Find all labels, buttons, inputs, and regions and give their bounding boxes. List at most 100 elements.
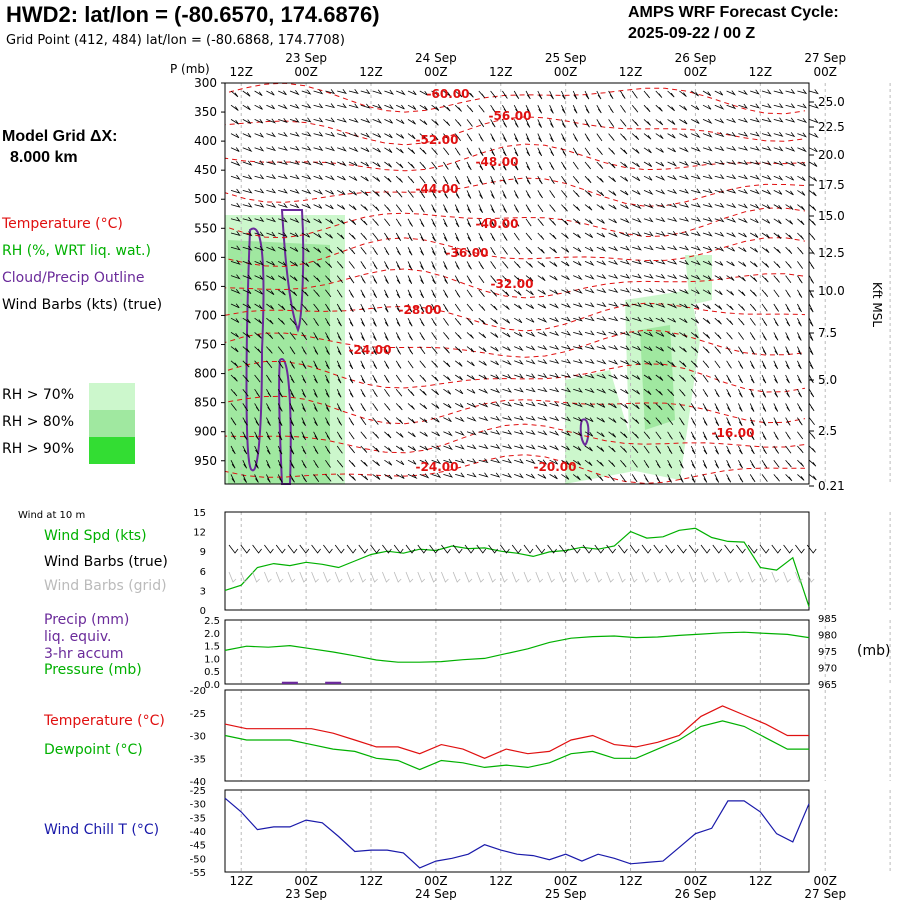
wind-barb — [525, 459, 536, 465]
wind-barb — [655, 231, 666, 237]
wind-barb — [266, 231, 277, 237]
wind-barb — [549, 303, 560, 309]
wind-barb — [336, 346, 342, 355]
wind-barb — [773, 117, 784, 123]
wind-barb — [525, 303, 535, 309]
wind-barb — [572, 474, 581, 481]
wind-barb — [573, 316, 583, 322]
wind-barb — [714, 275, 723, 281]
wind-barb — [336, 403, 342, 412]
wind-barb — [242, 403, 249, 412]
wind-barb — [431, 175, 437, 184]
wind-barb — [750, 103, 760, 109]
wind-barb — [325, 459, 331, 468]
wind-barb — [443, 204, 448, 213]
bottom-date-label: 23 Sep — [285, 887, 327, 900]
wind-barb — [620, 204, 629, 210]
wind-barb — [691, 303, 700, 309]
wind-barb — [584, 431, 594, 437]
wind-barb — [761, 261, 770, 268]
wind-barb — [348, 246, 356, 255]
wind-barb — [761, 403, 767, 412]
wind-barb — [620, 302, 631, 308]
wind-barb-true — [358, 544, 369, 554]
wind-barb — [466, 261, 472, 270]
wind-barb — [750, 89, 760, 95]
wind-barb — [514, 359, 524, 365]
wind-barb — [348, 275, 355, 284]
legend-precip-line3: 3-hr accum — [44, 646, 124, 662]
wind-barb — [301, 431, 307, 441]
height-tick-label: 25.0 — [818, 95, 845, 109]
wind-barb-grid — [511, 571, 520, 583]
height-tick-label: 15.0 — [818, 209, 845, 223]
wind-barb — [808, 190, 817, 197]
wind-barb — [608, 403, 617, 409]
legend-precip-line1: Precip (mm) — [44, 612, 130, 628]
wind-barb — [360, 246, 367, 255]
wind-barb — [266, 289, 275, 295]
wind-barb — [360, 417, 367, 426]
wind-barb — [395, 303, 401, 313]
wind-barb — [266, 431, 271, 441]
pressure-tick-label: 400 — [194, 134, 217, 148]
wind-barb — [466, 275, 473, 284]
wind-barb — [372, 346, 377, 355]
wind-barb — [655, 217, 666, 223]
wind-barb — [313, 146, 324, 152]
wind-barb-grid — [323, 571, 331, 583]
wind-barb — [761, 146, 772, 152]
wind-barb — [301, 189, 312, 195]
wind-barb — [749, 389, 755, 398]
wind-barb — [584, 288, 595, 294]
wind-barb — [254, 417, 260, 426]
wind-barb — [466, 402, 477, 408]
wind-barb — [702, 188, 713, 194]
wind-barb — [561, 275, 570, 281]
wind-barb — [513, 105, 519, 114]
wind-barb — [230, 288, 241, 295]
wind-barb — [360, 431, 367, 440]
wind-barb — [242, 231, 253, 237]
wind-barb — [537, 459, 548, 465]
wind-barb — [738, 232, 747, 238]
wind-barb-true — [370, 544, 380, 554]
wind-barb — [419, 232, 425, 242]
wind-barb — [702, 289, 712, 295]
wind-barb — [254, 275, 264, 280]
model-grid-dx: Model Grid ΔX: 8.000 km — [2, 126, 118, 168]
wind-barb — [785, 332, 790, 341]
wind-barb — [443, 275, 448, 284]
wind-barb — [608, 316, 619, 322]
wind-barb — [502, 429, 513, 435]
wind-barb — [301, 218, 311, 223]
wind-barb — [337, 175, 346, 181]
wind-barb — [643, 403, 652, 410]
wind-barb — [277, 317, 285, 325]
wind-barb — [797, 474, 805, 481]
wind-barb — [360, 190, 369, 197]
pressure-unit-label: (mb) — [857, 643, 891, 659]
wind-barb — [620, 190, 629, 196]
wind-barb — [254, 289, 263, 295]
wind-barb — [785, 275, 792, 284]
wind-barb — [242, 431, 248, 440]
wind-barb — [242, 104, 251, 111]
wind-barb — [513, 204, 520, 213]
wind-barb — [490, 401, 501, 407]
wind-barb — [372, 289, 378, 299]
wind-barb — [431, 147, 438, 155]
wind-barb — [761, 103, 772, 109]
wind-barb — [773, 275, 780, 283]
wind-barb — [785, 459, 792, 468]
temperature-contour — [224, 361, 806, 393]
wind-barb — [336, 303, 343, 312]
wind-barb — [561, 416, 572, 422]
wind-barb — [384, 261, 390, 270]
wind-barb — [643, 331, 654, 337]
wind-barb — [478, 161, 484, 171]
wind-barb — [584, 274, 595, 280]
wind-barb — [443, 346, 450, 354]
wind-barb — [773, 160, 784, 166]
wind-barb — [608, 417, 617, 423]
